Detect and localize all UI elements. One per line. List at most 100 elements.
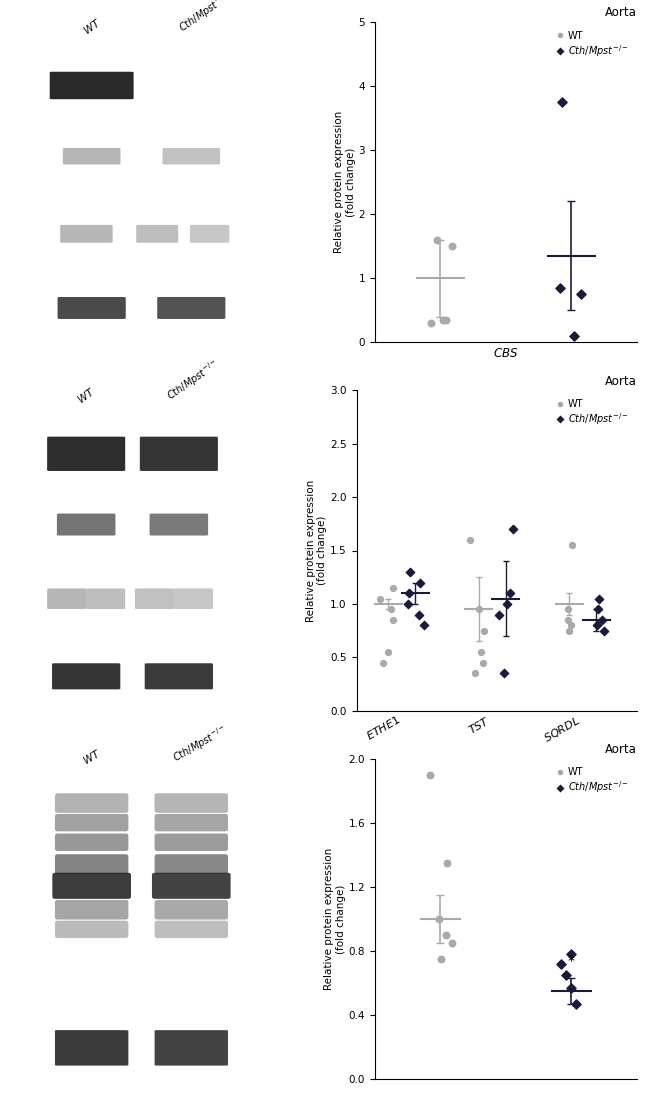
Point xyxy=(413,606,424,623)
FancyBboxPatch shape xyxy=(140,437,218,471)
Point xyxy=(385,600,396,618)
Point xyxy=(566,617,577,634)
FancyBboxPatch shape xyxy=(49,72,134,99)
Y-axis label: Relative protein expression
(fold change): Relative protein expression (fold change… xyxy=(324,848,346,990)
Point xyxy=(476,643,486,661)
Y-axis label: Relative protein expression
(fold change): Relative protein expression (fold change… xyxy=(334,111,356,253)
Point xyxy=(441,926,451,944)
FancyBboxPatch shape xyxy=(55,793,128,813)
FancyBboxPatch shape xyxy=(157,297,226,319)
Point xyxy=(508,521,519,538)
Text: Aorta: Aorta xyxy=(605,374,637,388)
FancyBboxPatch shape xyxy=(63,148,120,164)
Point xyxy=(594,590,604,608)
Point xyxy=(554,279,565,296)
FancyBboxPatch shape xyxy=(57,513,116,535)
Point xyxy=(571,995,581,1013)
Point xyxy=(434,911,444,928)
FancyBboxPatch shape xyxy=(162,148,220,164)
Point xyxy=(442,854,452,872)
Text: WT: WT xyxy=(82,749,101,766)
FancyBboxPatch shape xyxy=(53,873,131,898)
Point xyxy=(436,950,447,968)
Point xyxy=(478,654,488,672)
Text: Aorta: Aorta xyxy=(605,743,637,756)
Point xyxy=(599,622,609,640)
FancyBboxPatch shape xyxy=(58,297,125,319)
Point xyxy=(561,966,571,983)
Text: $Cth/Mpst^{-/-}$: $Cth/Mpst^{-/-}$ xyxy=(164,357,223,404)
FancyBboxPatch shape xyxy=(135,588,174,609)
Point xyxy=(567,536,577,554)
Point xyxy=(426,314,437,331)
FancyBboxPatch shape xyxy=(55,1031,128,1066)
Point xyxy=(592,617,602,634)
Point xyxy=(563,600,573,618)
Point xyxy=(470,665,480,683)
FancyBboxPatch shape xyxy=(155,854,228,874)
FancyBboxPatch shape xyxy=(155,920,228,938)
Legend: WT, $Cth/Mpst^{-/-}$: WT, $Cth/Mpst^{-/-}$ xyxy=(552,395,632,430)
Text: *: * xyxy=(568,955,575,969)
FancyBboxPatch shape xyxy=(60,225,112,242)
FancyBboxPatch shape xyxy=(155,1031,228,1066)
Point xyxy=(499,665,509,683)
Point xyxy=(374,590,385,608)
Point xyxy=(504,585,515,602)
Point xyxy=(378,654,389,672)
FancyBboxPatch shape xyxy=(152,873,231,898)
FancyBboxPatch shape xyxy=(47,588,86,609)
Point xyxy=(576,285,586,303)
Text: Aorta: Aorta xyxy=(605,7,637,20)
Point xyxy=(405,563,415,580)
FancyBboxPatch shape xyxy=(55,920,128,938)
FancyBboxPatch shape xyxy=(155,833,228,851)
FancyBboxPatch shape xyxy=(47,437,125,471)
Point xyxy=(437,312,448,329)
FancyBboxPatch shape xyxy=(155,814,228,831)
Point xyxy=(447,934,457,951)
FancyBboxPatch shape xyxy=(155,900,228,919)
Point xyxy=(479,622,489,640)
FancyBboxPatch shape xyxy=(55,900,128,919)
Point xyxy=(403,595,413,612)
Point xyxy=(388,579,398,597)
Point xyxy=(419,617,429,634)
Point xyxy=(447,238,458,255)
Legend: WT, $Cth/Mpst^{-/-}$: WT, $Cth/Mpst^{-/-}$ xyxy=(552,26,632,63)
Point xyxy=(404,585,415,602)
Point xyxy=(569,327,579,345)
Y-axis label: Relative protein expression
(fold change): Relative protein expression (fold change… xyxy=(306,479,328,622)
Point xyxy=(474,600,484,618)
FancyBboxPatch shape xyxy=(190,225,229,242)
Point xyxy=(465,531,475,548)
FancyBboxPatch shape xyxy=(174,588,213,609)
FancyBboxPatch shape xyxy=(136,225,178,242)
Point xyxy=(557,94,567,111)
Point xyxy=(383,643,393,661)
Point xyxy=(425,766,436,784)
FancyBboxPatch shape xyxy=(55,814,128,831)
Text: $Cth/Mpst^{-/-}$: $Cth/Mpst^{-/-}$ xyxy=(176,0,235,36)
FancyBboxPatch shape xyxy=(55,854,128,874)
Text: WT: WT xyxy=(82,19,101,36)
Point xyxy=(564,622,575,640)
Point xyxy=(441,312,452,329)
Point xyxy=(415,574,425,591)
FancyBboxPatch shape xyxy=(150,513,208,535)
Point xyxy=(556,955,567,972)
FancyBboxPatch shape xyxy=(145,663,213,689)
Point xyxy=(566,979,577,996)
Legend: WT, $Cth/Mpst^{-/-}$: WT, $Cth/Mpst^{-/-}$ xyxy=(552,764,632,799)
FancyBboxPatch shape xyxy=(52,663,120,689)
Text: WT: WT xyxy=(77,386,96,404)
Point xyxy=(432,231,442,249)
Point xyxy=(597,611,607,629)
FancyBboxPatch shape xyxy=(55,833,128,851)
Point xyxy=(387,611,398,629)
FancyBboxPatch shape xyxy=(86,588,125,609)
Point xyxy=(563,611,573,629)
Point xyxy=(501,595,512,612)
Text: $Cth/Mpst^{-/-}$: $Cth/Mpst^{-/-}$ xyxy=(170,722,231,766)
Point xyxy=(593,600,603,618)
